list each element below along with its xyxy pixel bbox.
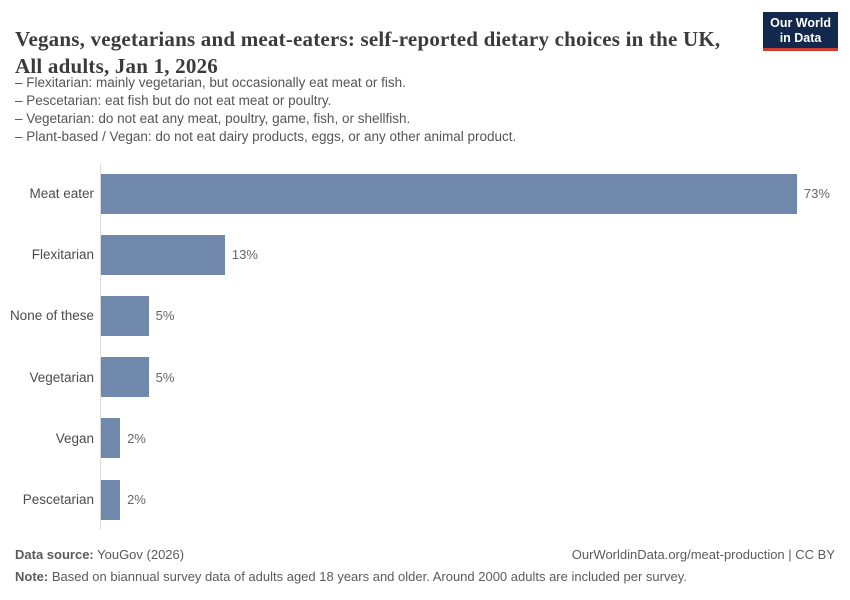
bar <box>101 234 225 275</box>
bar-track: 2% <box>100 407 835 469</box>
chart-row: Meat eater 73% <box>0 163 835 225</box>
note-line: Note: Based on biannual survey data of a… <box>15 569 687 584</box>
subtitle-line: – Pescetarian: eat fish but do not eat m… <box>15 93 332 108</box>
owid-logo: Our World in Data <box>763 12 838 51</box>
bar-track: 13% <box>100 224 835 286</box>
bar-track: 73% <box>100 163 835 225</box>
value-label: 2% <box>127 430 146 446</box>
bar <box>101 418 121 459</box>
category-label: Flexitarian <box>31 247 94 263</box>
bar-chart: Meat eater 73% Flexitarian 13% None of these… <box>0 163 835 531</box>
chart-row: Pescetarian 2% <box>0 468 835 531</box>
bar-track: 5% <box>100 285 835 347</box>
owid-logo-line2: in Data <box>779 30 822 45</box>
bar-track: 5% <box>100 346 835 408</box>
bar-track: 2% <box>100 468 835 531</box>
category-label: Vegetarian <box>29 369 94 385</box>
chart-subtitle: – Flexitarian: mainly vegetarian, but oc… <box>15 74 516 146</box>
chart-row: Flexitarian 13% <box>0 224 835 286</box>
subtitle-line: – Vegetarian: do not eat any meat, poult… <box>15 111 411 126</box>
bar <box>101 479 121 520</box>
subtitle-line: – Flexitarian: mainly vegetarian, but oc… <box>15 75 406 90</box>
category-label: Vegan <box>55 430 94 446</box>
data-source-line: Data source: YouGov (2026) <box>15 547 184 562</box>
data-source-label: Data source: <box>15 547 94 562</box>
note-text: Based on biannual survey data of adults … <box>48 569 687 584</box>
category-label: Meat eater <box>29 186 94 202</box>
chart-row: Vegan 2% <box>0 407 835 469</box>
value-label: 2% <box>127 492 146 508</box>
bar <box>101 357 149 398</box>
value-label: 13% <box>231 247 258 263</box>
subtitle-line: – Plant-based / Vegan: do not eat dairy … <box>15 129 517 144</box>
page-title: Vegans, vegetarians and meat-eaters: sel… <box>15 27 721 79</box>
chart-row: Vegetarian 5% <box>0 346 835 408</box>
value-label: 5% <box>155 369 175 385</box>
bar <box>101 173 797 214</box>
owid-url-link[interactable]: OurWorldinData.org/meat-production | CC … <box>571 547 835 562</box>
value-label: 5% <box>155 308 175 324</box>
note-label: Note: <box>15 569 49 584</box>
category-label: Pescetarian <box>22 492 94 508</box>
bar <box>101 295 149 336</box>
owid-logo-line1: Our World <box>770 16 831 30</box>
value-label: 73% <box>803 186 830 202</box>
data-source-text: YouGov (2026) <box>93 547 185 562</box>
category-label: None of these <box>9 308 94 324</box>
chart-row: None of these 5% <box>0 285 835 347</box>
